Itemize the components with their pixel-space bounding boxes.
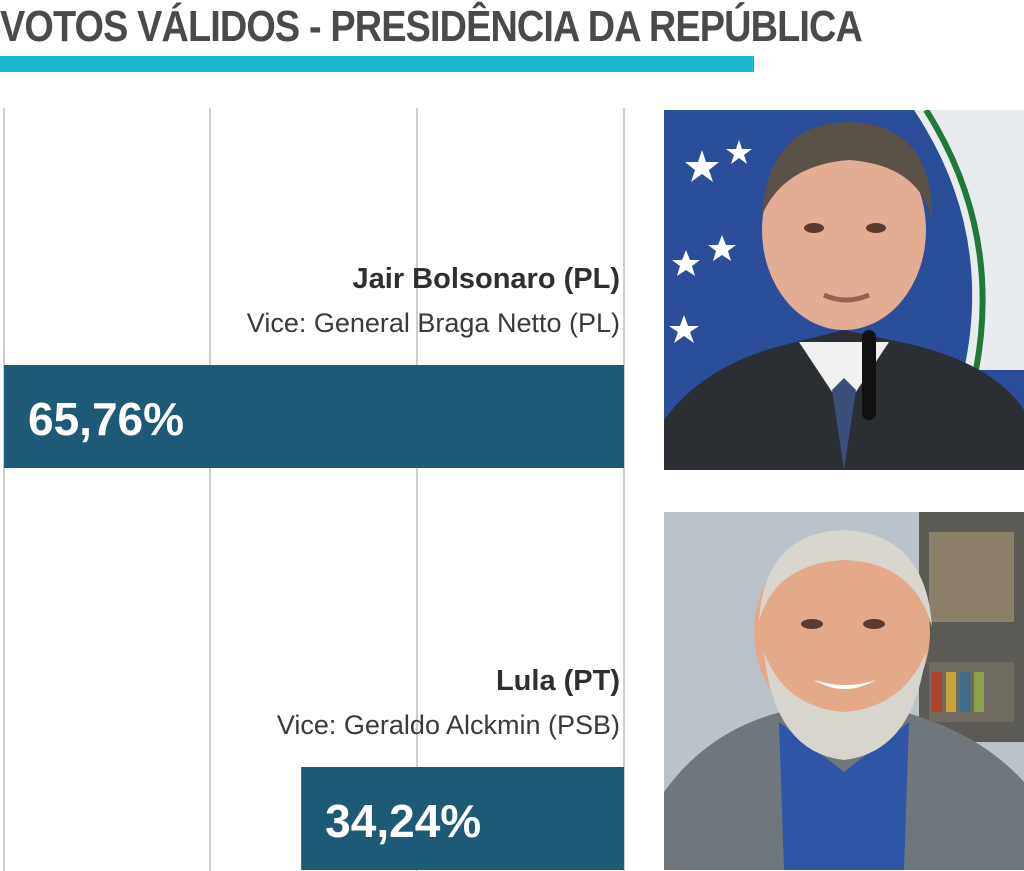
category-label: Jair Bolsonaro (PL) [353, 263, 621, 295]
category-subtitle: Vice: General Braga Netto (PL) [247, 308, 620, 338]
bar [301, 767, 624, 870]
lula-photo [664, 512, 1024, 870]
data-label: 65,76% [28, 393, 184, 445]
bar-chart: 65,76% Jair Bolsonaro (PL) Vice: General B… [3, 108, 625, 871]
bolsonaro-photo [664, 110, 1024, 470]
category-subtitle: Vice: Geraldo Alckmin (PSB) [277, 710, 620, 740]
title-underline [0, 56, 754, 72]
category-label: Lula (PT) [496, 665, 620, 697]
chart-title: VOTOS VÁLIDOS - PRESIDÊNCIA DA REPÚBLICA [0, 2, 863, 51]
bar [4, 365, 624, 468]
data-label: 34,24% [325, 795, 481, 847]
